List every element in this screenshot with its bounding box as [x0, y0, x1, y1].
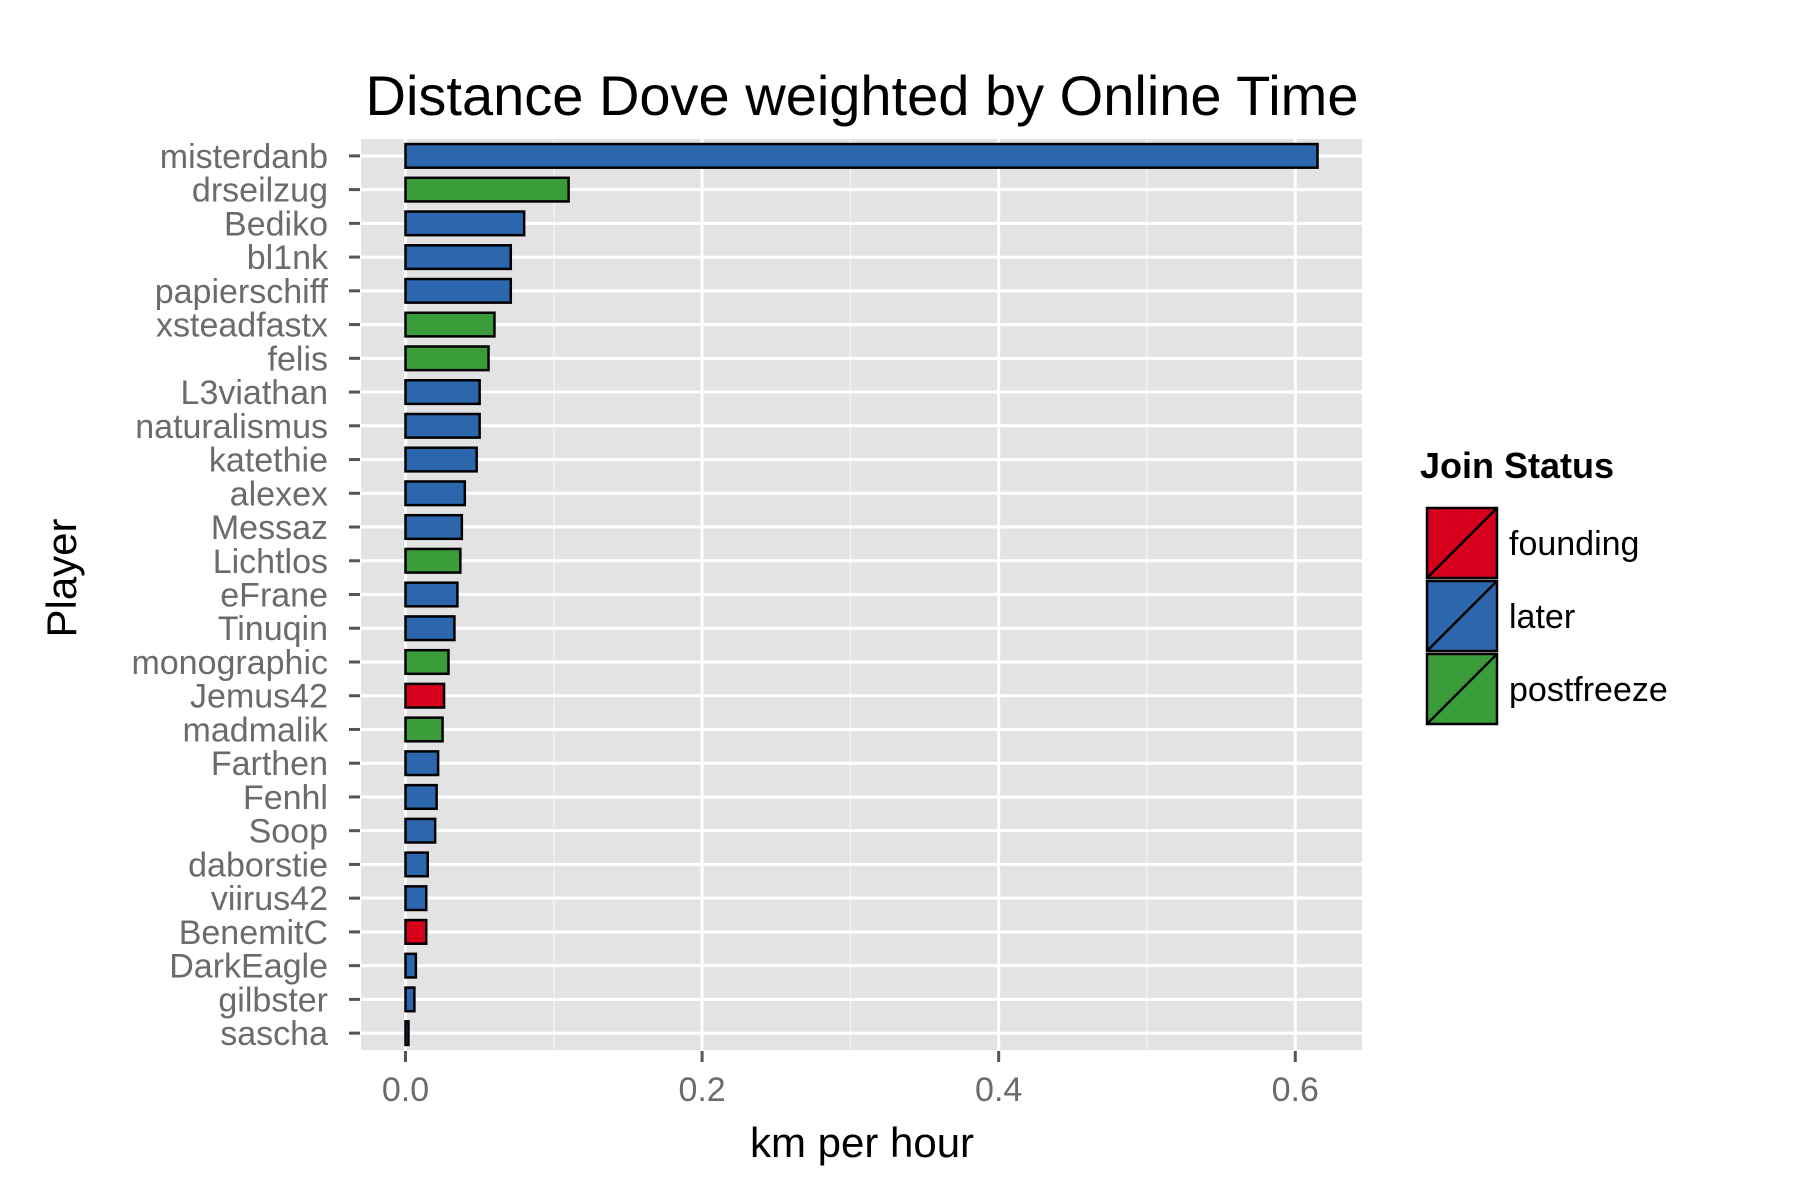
- bar-monographic: [404, 648, 450, 676]
- bar-BenemitC: [404, 918, 428, 945]
- bar-L3viathan: [404, 378, 481, 406]
- bar-gilbster: [404, 986, 416, 1013]
- x-tick-label: 0.4: [975, 1071, 1022, 1109]
- bar-Farthen: [404, 750, 440, 777]
- legend-key-slash: [1426, 580, 1498, 652]
- y-tick-label: sascha: [220, 1015, 328, 1053]
- x-tick-label: 0.6: [1272, 1071, 1319, 1109]
- bar-DarkEagle: [404, 952, 418, 979]
- y-tick-label: Jemus42: [190, 678, 328, 716]
- y-tick-label: misterdanb: [160, 138, 328, 176]
- legend-key-slash: [1426, 653, 1498, 725]
- legend-key-slash: [1426, 507, 1498, 579]
- y-tick-label: drseilzug: [192, 172, 328, 210]
- bar-Fenhl: [404, 783, 438, 811]
- bar-xsteadfastx: [404, 311, 496, 338]
- bar-drseilzug: [404, 176, 570, 203]
- y-tick-label: viirus42: [211, 880, 328, 918]
- bars: [404, 142, 1319, 1047]
- bar-eFrane: [404, 581, 459, 608]
- legend-label-postfreeze: postfreeze: [1509, 671, 1668, 709]
- legend-label-founding: founding: [1509, 525, 1639, 563]
- y-tick-label: daborstie: [188, 846, 328, 884]
- bar-sascha: [404, 1020, 410, 1047]
- y-tick-label: L3viathan: [181, 374, 328, 412]
- bar-madmalik: [404, 716, 444, 743]
- y-tick-label: Farthen: [211, 745, 328, 783]
- y-tick-label: DarkEagle: [169, 948, 328, 986]
- bar-papierschiff: [404, 277, 513, 304]
- bar-Jemus42: [404, 682, 446, 709]
- bar-Messaz: [404, 513, 464, 541]
- x-axis: 0.0 0.2 0.4 0.6: [382, 1051, 1319, 1109]
- bar-felis: [404, 345, 490, 372]
- bar-Soop: [404, 817, 437, 844]
- x-tick-label: 0.2: [678, 1071, 725, 1109]
- y-tick-label: alexex: [230, 475, 328, 513]
- y-tick-label: naturalismus: [135, 408, 328, 446]
- y-tick-label: madmalik: [183, 711, 329, 749]
- y-tick-label: monographic: [131, 644, 328, 682]
- bar-Bediko: [404, 210, 526, 237]
- bar-viirus42: [404, 885, 428, 912]
- bar-bl1nk: [404, 244, 513, 271]
- bar-Tinuqin: [404, 615, 456, 642]
- y-tick-label: eFrane: [220, 577, 328, 615]
- legend: Join Status founding later postfreeze: [1420, 445, 1668, 726]
- y-tick-label: papierschiff: [155, 273, 329, 311]
- y-axis-title: Player: [38, 518, 85, 637]
- x-tick-label: 0.0: [382, 1071, 429, 1109]
- y-tick-label: BenemitC: [179, 914, 328, 952]
- y-tick-label: felis: [268, 340, 328, 378]
- y-tick-label: bl1nk: [247, 239, 329, 277]
- legend-title: Join Status: [1420, 445, 1614, 486]
- bar-katethie: [404, 446, 478, 473]
- bar-alexex: [404, 480, 467, 507]
- bar-daborstie: [404, 851, 429, 878]
- y-tick-label: Soop: [249, 813, 328, 851]
- x-axis-title: km per hour: [750, 1119, 974, 1166]
- bar-naturalismus: [404, 412, 481, 439]
- bar-misterdanb: [404, 142, 1319, 169]
- y-tick-label: Messaz: [211, 509, 328, 547]
- y-tick-label: Fenhl: [243, 779, 328, 817]
- legend-label-later: later: [1509, 598, 1575, 636]
- chart-title: Distance Dove weighted by Online Time: [366, 64, 1359, 127]
- y-tick-label: Bediko: [224, 205, 328, 243]
- y-tick-label: Tinuqin: [218, 610, 328, 648]
- y-tick-label: xsteadfastx: [156, 307, 328, 345]
- y-axis: misterdanbdrseilzugBedikobl1nkpapierschi…: [131, 138, 360, 1053]
- bar-Lichtlos: [404, 547, 462, 574]
- y-tick-label: gilbster: [218, 981, 328, 1019]
- y-tick-label: katethie: [209, 442, 328, 480]
- y-tick-label: Lichtlos: [213, 543, 328, 581]
